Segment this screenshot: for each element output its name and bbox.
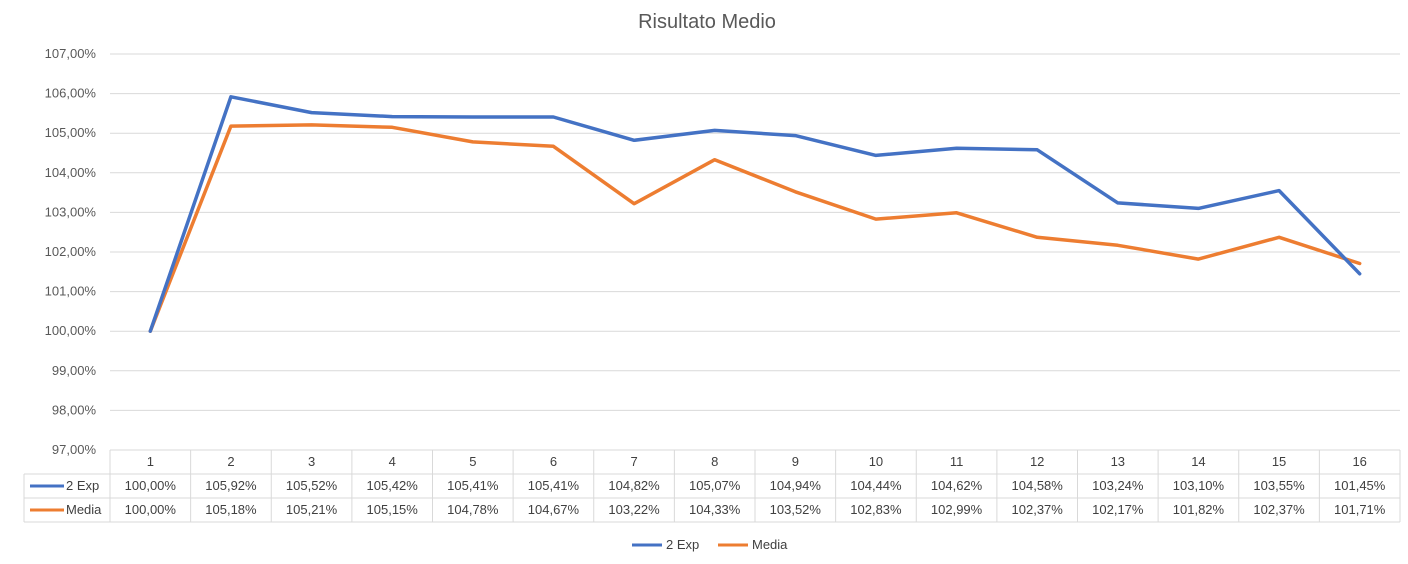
- y-axis-ticks: 97,00% 98,00% 99,00% 100,00% 101,00% 102,00% 1…: [45, 46, 97, 457]
- y-tick-label: 102,00%: [45, 244, 97, 259]
- table-cell-value: 105,41%: [528, 478, 580, 493]
- table-cell-value: 103,52%: [770, 502, 822, 517]
- series-line-2-exp: [148, 95, 1362, 333]
- y-tick-label: 105,00%: [45, 125, 97, 140]
- table-cell-value: 101,82%: [1173, 502, 1225, 517]
- x-category-label: 12: [1030, 454, 1044, 469]
- table-cell-value: 105,41%: [447, 478, 499, 493]
- table-cell-value: 103,22%: [608, 502, 660, 517]
- table-cell-value: 104,44%: [850, 478, 902, 493]
- table-series-name: Media: [66, 502, 102, 517]
- y-tick-label: 97,00%: [52, 442, 97, 457]
- table-cell-value: 102,17%: [1092, 502, 1144, 517]
- gridlines: [110, 53, 1400, 451]
- x-category-label: 11: [950, 454, 964, 469]
- x-category-label: 2: [227, 454, 234, 469]
- table-cell-value: 102,83%: [850, 502, 902, 517]
- x-category-label: 8: [711, 454, 718, 469]
- y-tick-label: 101,00%: [45, 284, 97, 299]
- y-tick-label: 100,00%: [45, 323, 97, 338]
- x-category-label: 16: [1352, 454, 1366, 469]
- table-cell-value: 104,62%: [931, 478, 983, 493]
- table-cell-value: 102,37%: [1253, 502, 1305, 517]
- table-cell-value: 103,10%: [1173, 478, 1225, 493]
- table-cell-value: 101,71%: [1334, 502, 1386, 517]
- series-line-media: [148, 123, 1362, 333]
- table-cell-value: 104,94%: [770, 478, 822, 493]
- legend-label: Media: [752, 537, 788, 552]
- series-lines: [148, 95, 1362, 333]
- table-cell-value: 104,67%: [528, 502, 580, 517]
- table-cell-value: 103,24%: [1092, 478, 1144, 493]
- y-tick-label: 99,00%: [52, 363, 97, 378]
- table-cell-value: 104,33%: [689, 502, 741, 517]
- table-cell-value: 103,55%: [1253, 478, 1305, 493]
- x-category-label: 3: [308, 454, 315, 469]
- x-category-label: 1: [147, 454, 154, 469]
- y-tick-label: 106,00%: [45, 86, 97, 101]
- x-category-label: 5: [469, 454, 476, 469]
- table-cell-value: 105,92%: [205, 478, 257, 493]
- chart-title: Risultato Medio: [638, 11, 776, 33]
- x-category-label: 15: [1272, 454, 1286, 469]
- table-cell-value: 102,37%: [1012, 502, 1064, 517]
- table-cell-value: 105,07%: [689, 478, 741, 493]
- legend: 2 Exp Media: [632, 537, 788, 552]
- table-cell-value: 104,78%: [447, 502, 499, 517]
- legend-label: 2 Exp: [666, 537, 699, 552]
- y-tick-label: 104,00%: [45, 165, 97, 180]
- x-category-label: 7: [630, 454, 637, 469]
- table-cell-value: 105,15%: [367, 502, 419, 517]
- table-cell-value: 105,18%: [205, 502, 257, 517]
- x-category-label: 13: [1111, 454, 1125, 469]
- table-cell-value: 105,42%: [367, 478, 419, 493]
- table-cell-value: 104,58%: [1012, 478, 1064, 493]
- table-cell-value: 100,00%: [125, 502, 177, 517]
- table-cell-value: 105,52%: [286, 478, 338, 493]
- data-table: 1 2 3 4 5 6 7 8 9 10 11 12 13 14 15 162 Exp 100,00% 105,9…: [23, 449, 1401, 523]
- table-cell-value: 101,45%: [1334, 478, 1386, 493]
- x-category-label: 6: [550, 454, 557, 469]
- table-cell-value: 105,21%: [286, 502, 338, 517]
- x-category-label: 10: [869, 454, 883, 469]
- table-cell-value: 100,00%: [125, 478, 177, 493]
- table-cell-value: 102,99%: [931, 502, 983, 517]
- y-tick-label: 98,00%: [52, 402, 97, 417]
- y-tick-label: 107,00%: [45, 46, 97, 61]
- y-tick-label: 103,00%: [45, 204, 97, 219]
- table-series-name: 2 Exp: [66, 478, 99, 493]
- x-category-label: 4: [389, 454, 396, 469]
- table-cell-value: 104,82%: [608, 478, 660, 493]
- x-category-label: 14: [1191, 454, 1205, 469]
- x-category-label: 9: [792, 454, 799, 469]
